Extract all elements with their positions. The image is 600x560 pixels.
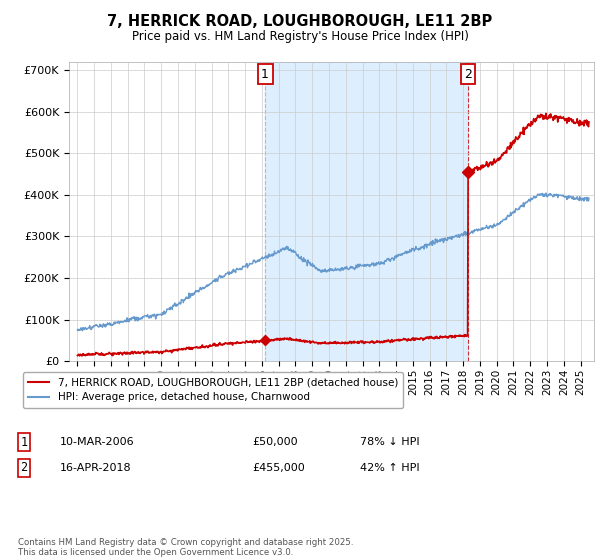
Text: 42% ↑ HPI: 42% ↑ HPI [360,463,419,473]
Text: £455,000: £455,000 [252,463,305,473]
Text: 10-MAR-2006: 10-MAR-2006 [60,437,134,447]
Legend: 7, HERRICK ROAD, LOUGHBOROUGH, LE11 2BP (detached house), HPI: Average price, de: 7, HERRICK ROAD, LOUGHBOROUGH, LE11 2BP … [23,372,403,408]
Text: £50,000: £50,000 [252,437,298,447]
Text: 78% ↓ HPI: 78% ↓ HPI [360,437,419,447]
Text: 1: 1 [20,436,28,449]
Text: 2: 2 [20,461,28,474]
Text: 16-APR-2018: 16-APR-2018 [60,463,131,473]
Text: 7, HERRICK ROAD, LOUGHBOROUGH, LE11 2BP: 7, HERRICK ROAD, LOUGHBOROUGH, LE11 2BP [107,14,493,29]
Text: Price paid vs. HM Land Registry's House Price Index (HPI): Price paid vs. HM Land Registry's House … [131,30,469,43]
Text: 2: 2 [464,68,472,81]
Text: Contains HM Land Registry data © Crown copyright and database right 2025.
This d: Contains HM Land Registry data © Crown c… [18,538,353,557]
Text: 1: 1 [261,68,269,81]
Bar [265,62,468,361]
